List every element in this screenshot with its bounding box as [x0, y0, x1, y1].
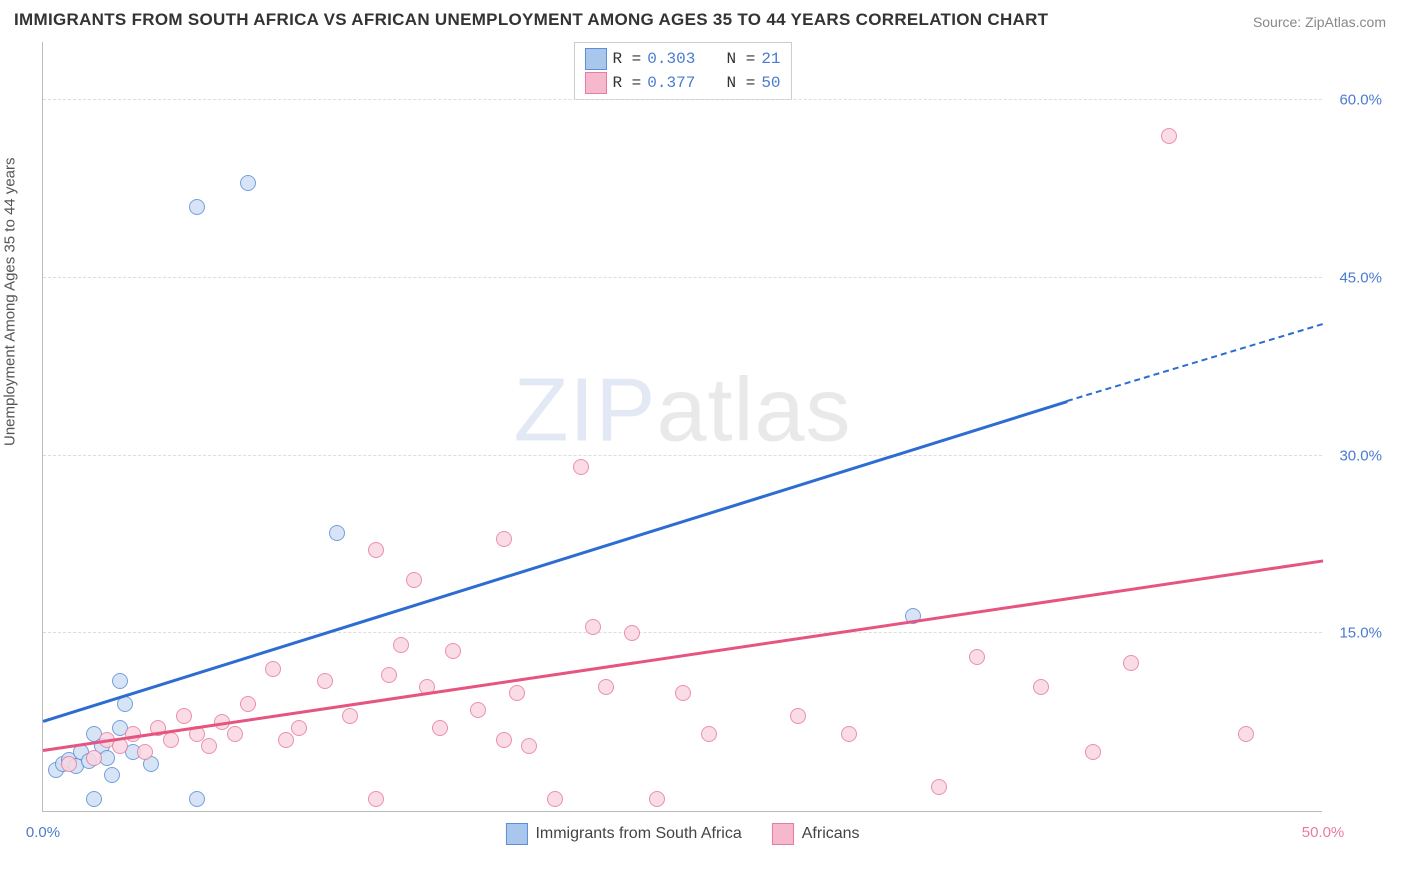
data-point	[61, 756, 77, 772]
y-tick-label: 30.0%	[1332, 447, 1382, 464]
data-point	[496, 732, 512, 748]
legend: Immigrants from South Africa Africans	[505, 823, 859, 845]
data-point	[598, 679, 614, 695]
data-point	[381, 667, 397, 683]
data-point	[573, 459, 589, 475]
data-point	[291, 720, 307, 736]
data-point	[624, 625, 640, 641]
data-point	[393, 637, 409, 653]
legend-swatch-2	[772, 823, 794, 845]
data-point	[329, 525, 345, 541]
r-value-2: 0.377	[647, 74, 695, 92]
legend-item-2: Africans	[772, 823, 860, 845]
grid-line-h	[43, 99, 1322, 100]
data-point	[240, 696, 256, 712]
data-point	[445, 643, 461, 659]
stats-box: R = 0.303 N = 21 R = 0.377 N = 50	[573, 42, 791, 100]
grid-line-h	[43, 277, 1322, 278]
data-point	[368, 791, 384, 807]
data-point	[368, 542, 384, 558]
data-point	[1161, 128, 1177, 144]
data-point	[675, 685, 691, 701]
grid-line-h	[43, 632, 1322, 633]
x-tick-label: 50.0%	[1302, 824, 1345, 841]
n-label-1: N =	[727, 50, 756, 68]
r-label-2: R =	[612, 74, 641, 92]
watermark-atlas: atlas	[656, 361, 851, 461]
stats-row-1: R = 0.303 N = 21	[584, 47, 780, 71]
plot-area: ZIPatlas R = 0.303 N = 21 R = 0.377 N = …	[42, 42, 1322, 812]
data-point	[163, 732, 179, 748]
data-point	[969, 649, 985, 665]
source-value: ZipAtlas.com	[1305, 14, 1386, 30]
data-point	[86, 750, 102, 766]
legend-label-2: Africans	[802, 825, 860, 843]
n-value-2: 50	[761, 74, 780, 92]
data-point	[470, 702, 486, 718]
data-point	[1085, 744, 1101, 760]
data-point	[649, 791, 665, 807]
y-tick-label: 45.0%	[1332, 269, 1382, 286]
data-point	[342, 708, 358, 724]
grid-line-h	[43, 455, 1322, 456]
data-point	[86, 791, 102, 807]
r-value-1: 0.303	[647, 50, 695, 68]
data-point	[265, 661, 281, 677]
data-point	[547, 791, 563, 807]
data-point	[790, 708, 806, 724]
swatch-series-2	[584, 72, 606, 94]
data-point	[176, 708, 192, 724]
data-point	[1238, 726, 1254, 742]
data-point	[521, 738, 537, 754]
data-point	[137, 744, 153, 760]
chart-title: IMMIGRANTS FROM SOUTH AFRICA VS AFRICAN …	[14, 10, 1048, 30]
data-point	[240, 175, 256, 191]
data-point	[189, 199, 205, 215]
n-label-2: N =	[727, 74, 756, 92]
data-point	[278, 732, 294, 748]
source-attribution: Source: ZipAtlas.com	[1253, 14, 1386, 30]
watermark: ZIPatlas	[513, 360, 851, 463]
y-axis-label: Unemployment Among Ages 35 to 44 years	[2, 157, 19, 446]
data-point	[496, 531, 512, 547]
data-point	[112, 673, 128, 689]
legend-label-1: Immigrants from South Africa	[535, 825, 741, 843]
data-point	[1033, 679, 1049, 695]
chart-container: IMMIGRANTS FROM SOUTH AFRICA VS AFRICAN …	[0, 0, 1406, 892]
legend-item-1: Immigrants from South Africa	[505, 823, 741, 845]
data-point	[117, 696, 133, 712]
data-point	[406, 572, 422, 588]
n-value-1: 21	[761, 50, 780, 68]
x-tick-label: 0.0%	[26, 824, 60, 841]
swatch-series-1	[584, 48, 606, 70]
stats-row-2: R = 0.377 N = 50	[584, 71, 780, 95]
data-point	[201, 738, 217, 754]
trend-line-extension	[1067, 323, 1324, 402]
source-label: Source:	[1253, 14, 1305, 30]
data-point	[509, 685, 525, 701]
data-point	[841, 726, 857, 742]
y-tick-label: 15.0%	[1332, 625, 1382, 642]
r-label-1: R =	[612, 50, 641, 68]
data-point	[1123, 655, 1139, 671]
data-point	[317, 673, 333, 689]
y-tick-label: 60.0%	[1332, 92, 1382, 109]
data-point	[227, 726, 243, 742]
data-point	[189, 791, 205, 807]
data-point	[701, 726, 717, 742]
data-point	[104, 767, 120, 783]
legend-swatch-1	[505, 823, 527, 845]
data-point	[585, 619, 601, 635]
watermark-zip: ZIP	[513, 361, 656, 461]
data-point	[931, 779, 947, 795]
data-point	[432, 720, 448, 736]
